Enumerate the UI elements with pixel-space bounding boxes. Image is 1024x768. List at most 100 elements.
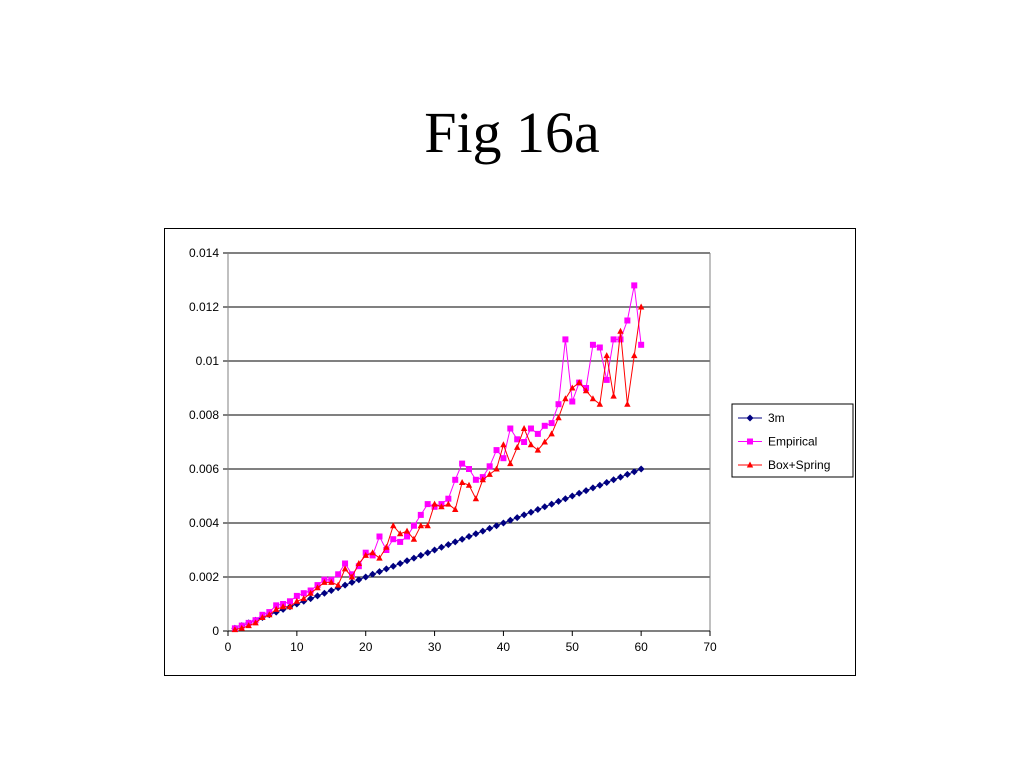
- data-point-box-spring: [493, 465, 500, 472]
- data-point-box-spring: [527, 441, 535, 448]
- data-point-3m: [382, 565, 390, 573]
- y-tick-label: 0.012: [189, 300, 219, 314]
- data-point-empirical: [562, 336, 569, 343]
- data-point-box-spring: [286, 603, 294, 610]
- data-point-3m: [417, 551, 425, 559]
- data-point-box-spring: [507, 460, 514, 467]
- data-point-box-spring: [293, 597, 301, 604]
- data-point-box-spring: [603, 352, 610, 359]
- data-point-empirical: [507, 425, 514, 432]
- data-point-box-spring: [500, 441, 507, 448]
- data-point-empirical: [617, 336, 624, 343]
- data-point-box-spring: [390, 522, 397, 529]
- data-point-empirical: [445, 495, 452, 502]
- data-point-3m: [541, 503, 549, 511]
- data-point-3m: [458, 535, 466, 543]
- data-point-empirical: [603, 376, 610, 383]
- data-point-empirical: [527, 425, 534, 432]
- y-tick-label: 0.004: [189, 516, 219, 530]
- data-point-box-spring: [314, 584, 321, 591]
- data-point-box-spring: [321, 578, 328, 585]
- data-point-empirical: [521, 439, 528, 445]
- data-point-box-spring: [307, 589, 314, 596]
- data-point-empirical: [369, 552, 376, 559]
- data-point-box-spring: [596, 400, 604, 407]
- x-tick-label: 60: [634, 640, 648, 654]
- data-point-box-spring: [486, 470, 493, 477]
- series-line-box-spring: [234, 306, 642, 631]
- data-point-empirical: [472, 476, 479, 483]
- data-point-box-spring: [252, 619, 259, 626]
- data-point-box-spring: [238, 624, 245, 631]
- slide-title: Fig 16a: [424, 100, 600, 165]
- data-point-3m: [527, 508, 535, 516]
- data-point-box-spring: [376, 554, 383, 561]
- data-point-box-spring: [610, 392, 617, 399]
- data-point-box-spring: [438, 503, 445, 510]
- data-point-3m: [348, 578, 356, 586]
- data-point-box-spring: [266, 611, 273, 618]
- data-point-3m: [637, 465, 645, 473]
- data-point-3m: [534, 506, 542, 513]
- y-tick-label: 0.014: [189, 246, 219, 260]
- legend-marker-box-spring: [746, 461, 754, 468]
- data-point-3m: [403, 557, 411, 565]
- data-point-3m: [327, 587, 335, 594]
- data-point-3m: [513, 514, 521, 522]
- data-point-box-spring: [624, 400, 631, 407]
- y-tick-label: 0.002: [189, 570, 219, 584]
- data-point-empirical: [342, 560, 349, 567]
- data-point-3m: [431, 546, 439, 554]
- data-point-3m: [548, 500, 556, 508]
- data-point-3m: [437, 543, 445, 551]
- data-point-3m: [520, 511, 528, 519]
- data-point-box-spring: [452, 506, 459, 512]
- data-point-3m: [623, 470, 631, 478]
- data-point-empirical: [596, 344, 603, 351]
- data-point-empirical: [397, 538, 404, 545]
- data-point-3m: [575, 489, 583, 497]
- y-tick-label: 0.008: [189, 408, 219, 422]
- data-point-box-spring: [369, 549, 376, 556]
- data-point-box-spring: [569, 384, 576, 391]
- data-point-box-spring: [328, 578, 335, 585]
- data-point-3m: [465, 533, 473, 540]
- data-point-empirical: [452, 476, 459, 483]
- data-point-empirical: [410, 522, 417, 529]
- data-point-box-spring: [396, 530, 404, 537]
- data-point-box-spring: [479, 476, 486, 483]
- x-tick-label: 70: [703, 640, 717, 654]
- data-point-empirical: [286, 598, 293, 605]
- data-point-box-spring: [355, 560, 363, 566]
- series-box-spring: [231, 303, 645, 633]
- data-point-empirical: [514, 436, 521, 443]
- y-tick-label: 0: [212, 624, 219, 638]
- data-point-box-spring: [445, 500, 452, 507]
- data-point-box-spring: [637, 303, 645, 310]
- x-tick-label: 40: [497, 640, 511, 654]
- data-point-box-spring: [582, 387, 590, 394]
- data-point-box-spring: [341, 565, 349, 572]
- y-tick-label: 0.01: [196, 354, 220, 368]
- y-tick-label: 0.006: [189, 462, 219, 476]
- data-point-empirical: [541, 422, 548, 429]
- data-point-box-spring: [362, 551, 369, 558]
- data-point-3m: [616, 473, 624, 481]
- data-point-3m: [375, 568, 383, 576]
- data-point-empirical: [555, 401, 562, 408]
- data-point-empirical: [355, 563, 362, 570]
- legend-marker-3m: [746, 414, 754, 422]
- x-tick-label: 30: [428, 640, 442, 654]
- x-tick-label: 0: [225, 640, 232, 654]
- data-point-box-spring: [348, 573, 356, 580]
- data-point-3m: [362, 573, 370, 581]
- data-point-box-spring: [245, 622, 252, 629]
- data-point-empirical: [589, 341, 596, 348]
- data-point-3m: [396, 560, 404, 567]
- data-point-3m: [389, 562, 397, 570]
- data-point-3m: [272, 608, 280, 616]
- data-point-empirical: [631, 282, 638, 289]
- data-point-empirical: [486, 463, 493, 470]
- data-point-3m: [596, 481, 604, 489]
- data-point-empirical: [534, 430, 541, 437]
